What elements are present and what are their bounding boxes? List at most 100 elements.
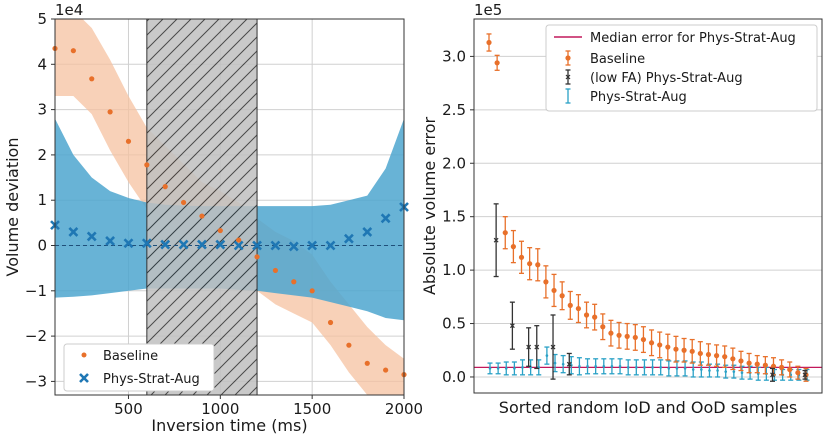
baseline-point	[551, 287, 557, 294]
right-multiplier: 1e5	[474, 1, 502, 19]
phys-point	[270, 240, 281, 251]
baseline-point	[770, 363, 777, 369]
baseline-point	[689, 348, 695, 354]
baseline-point	[592, 314, 598, 320]
baseline-point	[632, 334, 638, 341]
baseline-point	[254, 254, 260, 260]
right-y-axis-label: Absolute volume error	[420, 117, 439, 296]
phys-point	[123, 238, 134, 249]
phys-point	[732, 370, 736, 373]
lowfa-point	[493, 237, 499, 243]
legend-phys-marker	[79, 373, 89, 383]
legend-median-label: Median error for Phys-Strat-Aug	[590, 31, 796, 46]
baseline-point	[309, 288, 315, 294]
phys-point	[496, 367, 500, 370]
right-axes-frame	[473, 18, 823, 394]
phys-point	[675, 367, 679, 370]
left-axes-frame	[54, 18, 405, 396]
right-marks	[486, 33, 810, 382]
left-ticks: 500 1000 1500 2000 −3 −2 −1 0 1 2 3 4 5	[25, 10, 423, 418]
baseline-point	[502, 230, 508, 236]
left-multiplier: 1e4	[55, 1, 83, 19]
phys-point	[667, 367, 671, 370]
phys-point	[325, 240, 336, 251]
legend-phys-x	[79, 373, 89, 383]
baseline-point	[383, 367, 389, 373]
left-y-tick-label: 4	[37, 55, 47, 73]
phys-point	[700, 368, 703, 371]
phys-point	[105, 236, 116, 246]
phys-point	[488, 367, 492, 370]
right-y-tick-label: 3.0	[442, 47, 466, 65]
baseline-point	[738, 358, 744, 364]
baseline-point	[746, 360, 752, 366]
left-x-axis-label: Inversion time (ms)	[151, 416, 307, 435]
phys-point	[160, 239, 171, 250]
left-legend: Baseline Phys-Strat-Aug	[63, 343, 215, 392]
baseline-point	[665, 344, 671, 350]
baseline-point	[510, 244, 516, 250]
baseline-point	[575, 305, 582, 312]
phys-point	[716, 369, 719, 372]
lowfa-point	[534, 344, 540, 350]
baseline-point	[705, 351, 712, 358]
baseline-point	[527, 261, 533, 267]
phys-point	[252, 240, 262, 251]
phys-point	[362, 226, 373, 237]
lowfa-point	[802, 372, 808, 378]
right-y-tick-label: 2.0	[442, 154, 466, 172]
left-y-tick-label: 0	[37, 237, 47, 255]
right-ticks: 0.0 0.5 1.0 1.5 2.0 2.5 3.0	[442, 47, 474, 386]
baseline-point	[364, 360, 370, 366]
phys-point	[545, 354, 549, 357]
baseline-point	[346, 342, 352, 348]
baseline-point	[600, 324, 606, 330]
baseline-point	[779, 364, 785, 370]
legend-baseline-label: Baseline	[103, 349, 158, 364]
legend-phys-errorbar-label: Phys-Strat-Aug	[590, 90, 687, 105]
baseline-point	[608, 330, 614, 336]
phys-point	[691, 368, 695, 371]
baseline-point	[697, 350, 703, 357]
baseline-point	[722, 354, 728, 360]
right-legend: Median error for Phys-Strat-Aug Baseline…	[545, 24, 818, 112]
phys-point	[724, 370, 728, 373]
left-y-tick-label: −3	[25, 372, 47, 390]
left-marks	[50, 45, 409, 378]
phys-point	[504, 367, 508, 370]
legend-baseline-errorbar-marker	[565, 50, 571, 66]
left-legend-box	[63, 343, 215, 392]
phys-point	[215, 239, 226, 250]
baseline-point	[291, 279, 297, 285]
phys-point	[643, 366, 646, 369]
phys-point	[602, 364, 606, 368]
phys-point	[683, 367, 687, 370]
hatched-region	[146, 18, 258, 396]
phys-point	[307, 240, 318, 251]
baseline-point	[327, 319, 334, 326]
left-y-tick-label: −2	[25, 327, 47, 345]
baseline-point	[795, 370, 801, 376]
baseline-point	[730, 356, 736, 362]
baseline-point	[583, 312, 590, 318]
legend-lowfa-marker	[565, 69, 571, 85]
baseline-point	[713, 353, 720, 359]
baseline-point	[567, 302, 573, 308]
baseline-point	[70, 48, 76, 54]
baseline-point	[144, 162, 150, 168]
baseline-point	[199, 213, 205, 219]
left-y-tick-label: 2	[37, 146, 47, 164]
lowfa-point	[526, 344, 532, 350]
baseline-point	[543, 279, 549, 285]
phys-point	[288, 241, 299, 252]
phys-point	[618, 364, 622, 368]
legend-phys-label: Phys-Strat-Aug	[103, 372, 200, 387]
baseline-point	[518, 254, 525, 260]
left-y-tick-label: 1	[37, 191, 47, 209]
left-x-tick-label: 1500	[293, 400, 331, 418]
baseline-point	[681, 347, 687, 353]
lowfa-point	[509, 323, 515, 329]
left-y-tick-label: −1	[25, 282, 47, 300]
phys-point	[586, 364, 589, 368]
